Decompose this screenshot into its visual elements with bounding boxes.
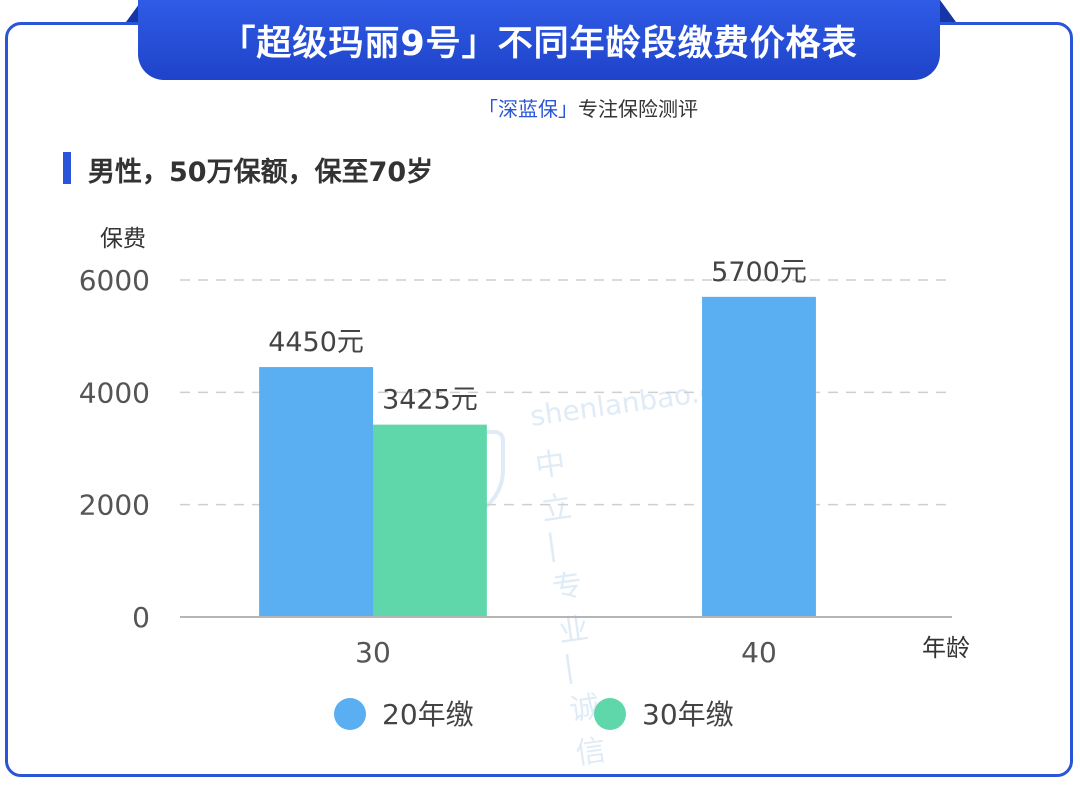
legend-swatch-30年缴 <box>594 698 626 730</box>
section-title: 男性，50万保额，保至70岁 <box>88 157 434 188</box>
legend: 20年缴 30年缴 <box>334 698 734 731</box>
data-label: 5700元 <box>711 257 807 288</box>
x-tick-label: 40 <box>741 636 777 669</box>
label-layer: 0 2000 4000 6000 4450元 3425元 30 5700元 40 <box>79 257 807 669</box>
brand-slogan: 专注保险测评 <box>578 97 698 121</box>
x-axis-title: 年龄 <box>922 634 970 662</box>
x-tick-label: 30 <box>355 636 391 669</box>
y-tick-label: 2000 <box>79 489 150 522</box>
y-tick-label: 6000 <box>79 264 150 297</box>
legend-swatch-20年缴 <box>334 698 366 730</box>
brand-line: 「深蓝保」专注保险测评 <box>478 93 698 122</box>
page-title: 「超级玛丽9号」不同年龄段缴费价格表 <box>220 23 858 64</box>
bar-20年缴-40 <box>702 296 816 617</box>
legend-label: 30年缴 <box>642 698 734 731</box>
brand-name: 「深蓝保」 <box>478 97 578 121</box>
section-marker <box>63 152 71 184</box>
legend-label: 20年缴 <box>382 698 474 731</box>
bar-30年缴-30 <box>373 424 487 617</box>
bar-layer <box>259 296 816 617</box>
y-tick-label: 0 <box>132 601 150 634</box>
y-tick-label: 4000 <box>79 376 150 409</box>
bar-20年缴-30 <box>259 367 373 617</box>
data-label: 4450元 <box>268 327 364 358</box>
title-banner: 「超级玛丽9号」不同年龄段缴费价格表 <box>138 0 940 80</box>
data-label: 3425元 <box>382 385 478 416</box>
y-axis-title: 保费 <box>100 226 146 252</box>
